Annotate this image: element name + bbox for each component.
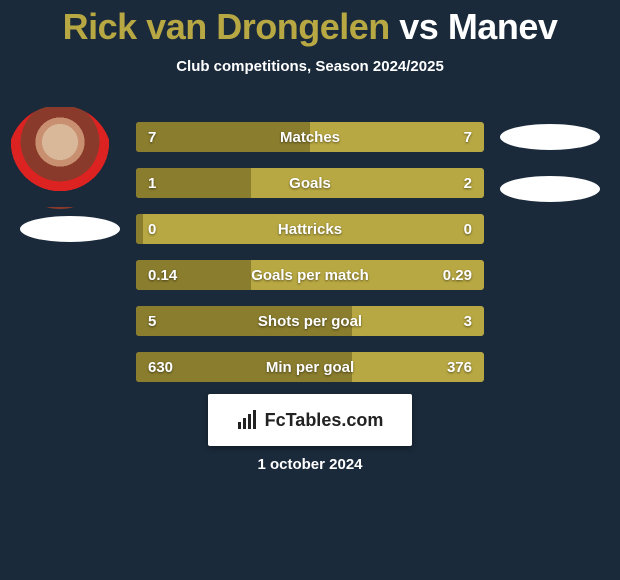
brand-text: FcTables.com xyxy=(265,410,384,431)
stat-bars: 7 Matches 7 1 Goals 2 0 Hattricks 0 0.14… xyxy=(136,122,484,398)
stat-row: 0.14 Goals per match 0.29 xyxy=(136,260,484,290)
stat-right-value: 2 xyxy=(464,175,472,192)
stat-label: Min per goal xyxy=(136,359,484,376)
stat-row: 630 Min per goal 376 xyxy=(136,352,484,382)
player1-team-crest-placeholder xyxy=(20,216,120,242)
player2-name: Manev xyxy=(448,6,558,47)
stat-label: Goals xyxy=(136,175,484,192)
stat-right-value: 0 xyxy=(464,221,472,238)
stat-label: Goals per match xyxy=(136,267,484,284)
comparison-title: Rick van Drongelen vs Manev xyxy=(0,0,620,48)
player1-name: Rick van Drongelen xyxy=(63,6,390,47)
stat-label: Hattricks xyxy=(136,221,484,238)
chart-icon xyxy=(237,410,259,430)
stat-row: 5 Shots per goal 3 xyxy=(136,306,484,336)
player2-team-crest-placeholder xyxy=(500,176,600,202)
stat-row: 0 Hattricks 0 xyxy=(136,214,484,244)
stat-right-value: 3 xyxy=(464,313,472,330)
stat-right-value: 0.29 xyxy=(443,267,472,284)
stat-row: 7 Matches 7 xyxy=(136,122,484,152)
season-subtitle: Club competitions, Season 2024/2025 xyxy=(0,58,620,75)
snapshot-date: 1 october 2024 xyxy=(0,456,620,473)
player1-avatar xyxy=(8,105,112,209)
stat-right-value: 7 xyxy=(464,129,472,146)
vs-text: vs xyxy=(399,6,438,47)
stat-label: Matches xyxy=(136,129,484,146)
player2-avatar-placeholder xyxy=(500,124,600,150)
stat-row: 1 Goals 2 xyxy=(136,168,484,198)
stat-right-value: 376 xyxy=(447,359,472,376)
brand-badge[interactable]: FcTables.com xyxy=(208,394,412,446)
stat-label: Shots per goal xyxy=(136,313,484,330)
